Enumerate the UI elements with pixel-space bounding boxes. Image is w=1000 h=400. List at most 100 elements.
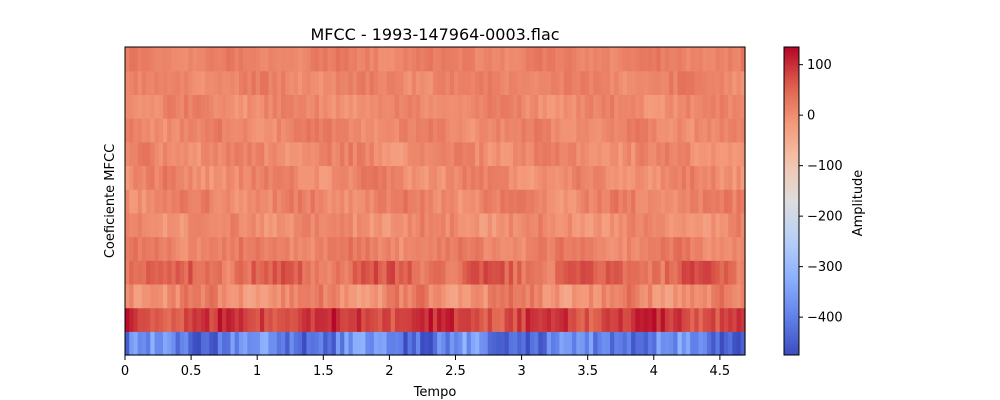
heatmap-cell: [306, 283, 312, 309]
heatmap-cell: [614, 331, 620, 356]
heatmap-cell: [521, 70, 527, 95]
heatmap-cell: [584, 141, 590, 167]
heatmap-cell: [416, 94, 421, 119]
heatmap-cell: [483, 165, 489, 190]
heatmap-cell: [593, 331, 598, 356]
heatmap-cell: [255, 118, 261, 143]
heatmap-cell: [496, 283, 501, 309]
heatmap-cell: [167, 260, 172, 285]
heatmap-cell: [656, 94, 662, 119]
heatmap-cell: [732, 118, 738, 143]
heatmap-cell: [411, 94, 417, 119]
heatmap-cell: [386, 47, 392, 72]
heatmap-cell: [399, 331, 404, 356]
heatmap-cell: [555, 47, 561, 72]
heatmap-cell: [584, 212, 590, 238]
heatmap-cell: [285, 189, 291, 214]
heatmap-cell: [272, 47, 278, 72]
heatmap-cell: [479, 260, 485, 285]
heatmap-cell: [555, 189, 561, 214]
heatmap-cell: [445, 141, 451, 167]
heatmap-cell: [643, 189, 649, 214]
heatmap-cell: [723, 212, 729, 238]
heatmap-cell: [217, 141, 223, 167]
heatmap-cell: [534, 94, 539, 119]
heatmap-cell: [234, 118, 240, 143]
heatmap-cell: [382, 307, 388, 332]
heatmap-cell: [496, 165, 501, 190]
heatmap-cell: [500, 331, 506, 356]
heatmap-cell: [631, 141, 636, 167]
heatmap-cell: [660, 70, 666, 95]
heatmap-cell: [542, 189, 548, 214]
heatmap-cell: [125, 283, 130, 309]
heatmap-cell: [614, 47, 620, 72]
heatmap-cell: [462, 212, 468, 238]
heatmap-cell: [137, 260, 143, 285]
heatmap-cell: [563, 94, 569, 119]
heatmap-cell: [517, 283, 523, 309]
heatmap-cell: [205, 307, 210, 332]
heatmap-cell: [458, 47, 464, 72]
heatmap-cell: [314, 94, 320, 119]
heatmap-cell: [352, 331, 358, 356]
heatmap-cell: [698, 236, 704, 261]
heatmap-cell: [580, 141, 586, 167]
heatmap-cell: [150, 331, 156, 356]
heatmap-cell: [647, 307, 653, 332]
heatmap-cell: [669, 47, 674, 72]
heatmap-cell: [344, 260, 350, 285]
heatmap-cell: [399, 189, 404, 214]
heatmap-cell: [707, 94, 712, 119]
heatmap-cell: [162, 212, 168, 238]
heatmap-cell: [521, 189, 527, 214]
heatmap-cell: [268, 189, 274, 214]
heatmap-cell: [390, 331, 396, 356]
heatmap-cell: [331, 70, 337, 95]
heatmap-cell: [154, 331, 160, 356]
heatmap-cell: [681, 118, 687, 143]
heatmap-cell: [496, 47, 501, 72]
x-tick-label: 3: [517, 364, 525, 379]
heatmap-cell: [715, 118, 721, 143]
heatmap-cell: [331, 283, 337, 309]
heatmap-cell: [255, 47, 261, 72]
heatmap-cell: [694, 212, 700, 238]
heatmap-cell: [487, 70, 493, 95]
heatmap-cell: [479, 165, 485, 190]
heatmap-cell: [639, 94, 645, 119]
heatmap-cell: [719, 307, 725, 332]
heatmap-cell: [605, 141, 611, 167]
heatmap-cell: [420, 47, 426, 72]
heatmap-cell: [500, 236, 506, 261]
heatmap-cell: [209, 260, 215, 285]
heatmap-cell: [416, 118, 421, 143]
heatmap-cell: [344, 189, 350, 214]
heatmap-cell: [707, 70, 712, 95]
heatmap-cell: [268, 118, 274, 143]
heatmap-cell: [715, 141, 721, 167]
heatmap-cell: [723, 118, 729, 143]
heatmap-cell: [319, 165, 324, 190]
heatmap-cell: [293, 212, 299, 238]
heatmap-cell: [335, 307, 341, 332]
heatmap-cell: [222, 307, 227, 332]
x-tick-label: 0: [121, 364, 129, 379]
heatmap-cell: [428, 189, 434, 214]
heatmap-cell: [647, 283, 653, 309]
heatmap-cell: [610, 141, 615, 167]
heatmap-cell: [479, 307, 485, 332]
heatmap-cell: [200, 283, 206, 309]
heatmap-cell: [394, 307, 400, 332]
heatmap-cell: [496, 331, 501, 356]
heatmap-cell: [685, 47, 691, 72]
heatmap-cell: [626, 141, 632, 167]
heatmap-cell: [129, 283, 135, 309]
heatmap-cell: [238, 94, 244, 119]
heatmap-cell: [327, 70, 333, 95]
heatmap-cell: [479, 331, 485, 356]
heatmap-cell: [226, 118, 232, 143]
heatmap-cell: [546, 283, 552, 309]
heatmap-cell: [673, 141, 679, 167]
